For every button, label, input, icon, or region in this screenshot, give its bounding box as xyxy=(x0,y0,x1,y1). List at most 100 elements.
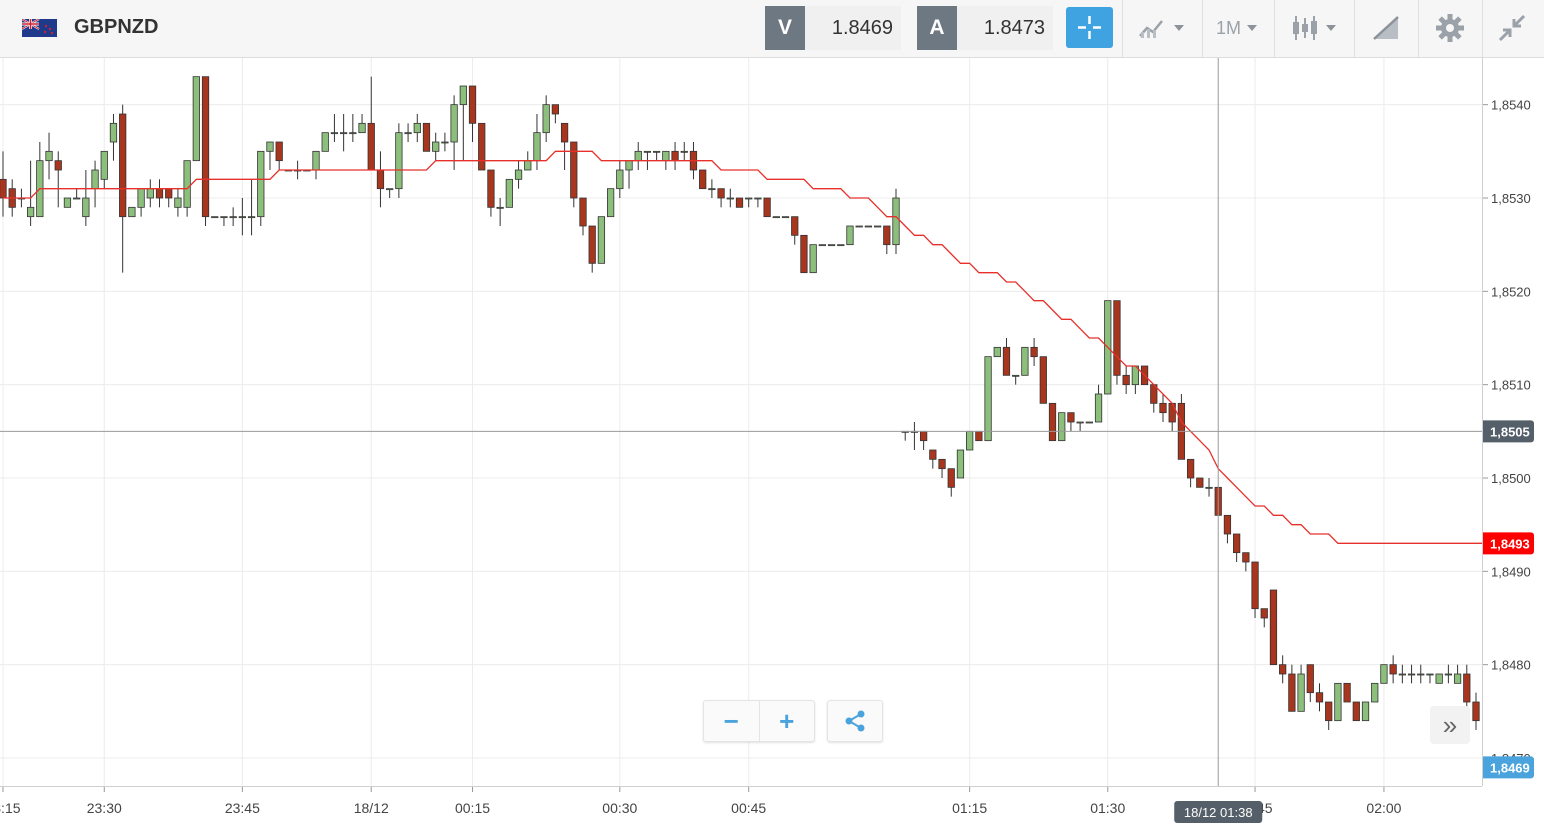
candle-body xyxy=(1352,701,1360,722)
candle-body xyxy=(165,188,173,199)
candle-body xyxy=(211,216,219,219)
buy-label[interactable]: A xyxy=(917,6,957,50)
candle-body xyxy=(247,216,256,219)
candle-body xyxy=(340,132,348,135)
timeframe-dropdown[interactable]: 1M xyxy=(1216,10,1258,46)
candle xyxy=(192,76,200,162)
candle-body xyxy=(73,197,81,200)
candle xyxy=(1196,477,1204,488)
candle-body xyxy=(1417,673,1425,676)
candle-body xyxy=(524,160,532,171)
y-tick-label: 1,8530 xyxy=(1491,191,1531,206)
candle xyxy=(1131,365,1139,394)
share-button[interactable] xyxy=(827,700,883,742)
price-axis[interactable]: 1,8540 1,8530 1,8520 1,8510 1,8500 1,8490 1,84… xyxy=(1482,58,1544,786)
chart-type-button[interactable] xyxy=(1290,10,1336,46)
gear-icon xyxy=(1436,14,1464,42)
collapse-button[interactable] xyxy=(1498,10,1526,46)
candle xyxy=(763,197,771,218)
candle-body xyxy=(487,169,495,208)
indicators-button[interactable] xyxy=(1138,10,1184,46)
time-axis[interactable]: 23:15 23:30 23:45 18/12 00:15 00:30 00:45 01:15… xyxy=(0,786,1482,829)
candle xyxy=(155,179,164,208)
indicator-icon xyxy=(1139,20,1163,38)
candle xyxy=(487,169,495,217)
candle-body xyxy=(1444,673,1453,676)
candle xyxy=(1343,682,1351,703)
sell-label[interactable]: V xyxy=(765,6,805,50)
share-icon xyxy=(845,710,865,732)
candle-body xyxy=(312,150,320,171)
candle-body xyxy=(1260,608,1268,619)
candle-body xyxy=(662,150,670,162)
buy-price-box[interactable]: A 1.8473 xyxy=(917,6,1053,50)
candle xyxy=(938,458,946,478)
sell-price-box[interactable]: V 1.8469 xyxy=(765,6,901,50)
candle xyxy=(514,160,523,189)
candle xyxy=(459,85,467,161)
crosshair-button[interactable] xyxy=(1066,7,1113,48)
candle-body xyxy=(873,225,882,228)
candle xyxy=(1030,338,1038,366)
candle xyxy=(26,160,35,226)
candle-body xyxy=(827,244,836,247)
candle-body xyxy=(367,122,375,171)
instrument-symbol[interactable]: GBPNZD xyxy=(74,16,159,38)
candle xyxy=(671,142,679,170)
candle xyxy=(247,179,256,236)
candle-body xyxy=(119,113,127,218)
candle-body xyxy=(579,197,587,227)
candle xyxy=(340,114,348,152)
candle-body xyxy=(330,132,339,135)
candle xyxy=(1325,701,1333,730)
chart-toolbar: GBPNZD V 1.8469 A 1.8473 1M xyxy=(0,0,1544,58)
candle-body xyxy=(699,169,707,190)
candle-body xyxy=(229,216,237,219)
candle xyxy=(745,197,753,208)
candle xyxy=(0,151,7,217)
candle-body xyxy=(1186,458,1195,479)
candle-body xyxy=(625,160,633,171)
x-tick-label: 01:30 xyxy=(1090,800,1125,816)
candle xyxy=(1159,394,1167,422)
candle xyxy=(570,141,578,208)
candle-body xyxy=(1389,664,1397,675)
candle-body xyxy=(570,141,578,199)
buy-price[interactable]: 1.8473 xyxy=(957,6,1053,50)
candle xyxy=(873,225,882,228)
settings-button[interactable] xyxy=(1435,10,1465,46)
candle xyxy=(330,114,339,142)
crosshair-time-label: 18/12 01:38 xyxy=(1184,805,1253,820)
candlestick-chart[interactable] xyxy=(0,58,1482,786)
candle xyxy=(1122,366,1130,394)
y-tick-label: 1,8480 xyxy=(1491,658,1531,673)
candle xyxy=(1113,300,1121,385)
candle xyxy=(735,197,744,208)
candle xyxy=(109,114,118,161)
candle-body xyxy=(1315,692,1324,703)
sell-price[interactable]: 1.8469 xyxy=(805,6,901,50)
drawing-tools-button[interactable] xyxy=(1372,10,1400,46)
candle-body xyxy=(1435,673,1443,684)
candle xyxy=(146,179,154,208)
candle xyxy=(1223,514,1232,544)
candle xyxy=(1398,664,1406,684)
candle-body xyxy=(1426,673,1434,676)
zoom-out-button[interactable]: − xyxy=(723,705,739,736)
candle-body xyxy=(653,150,661,153)
scroll-to-latest-button[interactable]: » xyxy=(1430,706,1470,744)
candle-body xyxy=(745,197,753,200)
candle-body xyxy=(63,197,72,208)
x-tick-label: 23:45 xyxy=(225,800,260,816)
zoom-in-button[interactable]: + xyxy=(758,701,815,741)
candle xyxy=(211,216,219,219)
candle xyxy=(165,188,173,208)
y-tick-label: 1,8490 xyxy=(1491,564,1531,579)
candle-body xyxy=(1058,412,1066,442)
candle-body xyxy=(1453,673,1462,684)
candle xyxy=(1085,421,1093,424)
candle-body xyxy=(772,216,780,219)
y-tick-label: 1,8500 xyxy=(1491,471,1531,486)
candle-body xyxy=(349,132,357,135)
candle xyxy=(238,198,246,236)
